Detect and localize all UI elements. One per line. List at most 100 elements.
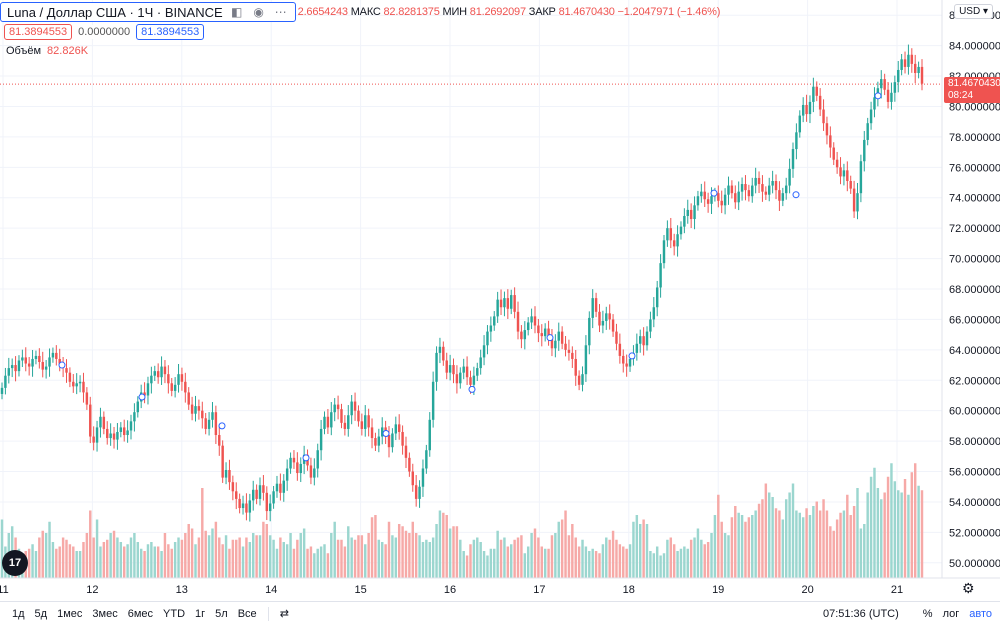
volume-bar [740, 515, 744, 578]
volume-bar [890, 463, 893, 578]
volume-bar [757, 503, 761, 578]
volume-bar [784, 499, 788, 578]
volume-bar [408, 533, 411, 578]
volume-bar [520, 535, 523, 578]
volume-bar [479, 542, 482, 578]
volume-bar [194, 544, 197, 578]
candle-body [187, 392, 190, 405]
more-icon[interactable]: ⋯ [274, 5, 287, 19]
volume-bar [720, 521, 723, 578]
eye-icon[interactable]: ◉ [253, 5, 264, 19]
timeframe-5y[interactable]: 5л [215, 607, 228, 620]
volume-bar [170, 548, 173, 578]
volume-bar [319, 546, 323, 578]
candle-body [601, 320, 605, 326]
currency-button[interactable]: USD ▾ [954, 4, 993, 19]
candle-body [136, 401, 140, 413]
event-marker-icon [382, 430, 390, 437]
candle-body [258, 485, 262, 499]
candle-body [489, 325, 493, 332]
candle-body [72, 381, 75, 387]
volume-bar [313, 553, 316, 578]
volume-bar [323, 544, 326, 578]
candle-body [163, 366, 167, 375]
volume-bar [85, 533, 89, 578]
candle-body [693, 205, 696, 220]
candle-body [499, 299, 503, 308]
candle-body [109, 433, 112, 439]
volume-bar [771, 497, 774, 578]
buy-price-button[interactable]: 81.3894553 [136, 24, 205, 40]
gear-icon[interactable]: ⚙ [962, 580, 975, 596]
volume-bar [812, 506, 815, 578]
timeframe-ytd[interactable]: YTD [163, 607, 186, 620]
candle-body [112, 433, 116, 440]
candle-body [859, 161, 863, 194]
volume-bar [751, 515, 754, 578]
volume-bar [727, 535, 730, 578]
volume-bar [218, 537, 221, 578]
volume-bar [591, 548, 594, 578]
candle-body [530, 316, 533, 323]
candle-body [21, 357, 24, 361]
volume-bar [41, 530, 44, 578]
timeframe-1m[interactable]: 1мес [57, 607, 83, 620]
candle-body [65, 368, 68, 373]
symbol-title[interactable]: Luna / Доллар США · 1Ч · BINANCE [7, 4, 223, 20]
candle-body [696, 196, 700, 206]
volume-bar [404, 530, 408, 578]
volume-bar [835, 519, 839, 578]
volume-bar [251, 533, 255, 578]
clock[interactable]: 07:51:36 (UTC) [822, 607, 899, 620]
timeframe-6m[interactable]: 6мес [127, 607, 154, 620]
volume-bar [693, 537, 696, 578]
volume-bar [700, 539, 703, 578]
candle-body [842, 170, 846, 177]
tradingview-logo-icon[interactable]: 17 [2, 550, 28, 576]
percent-toggle[interactable]: % [922, 607, 933, 620]
y-tick-label: 68.0000000 [949, 284, 1000, 296]
auto-toggle[interactable]: авто [969, 607, 992, 620]
volume-bar [632, 521, 635, 578]
timeframe-all[interactable]: Все [237, 607, 257, 620]
candle-body [747, 190, 751, 197]
candle-body [391, 433, 394, 448]
volume-bar [710, 533, 713, 578]
volume-bar [163, 533, 167, 578]
volume-bar [177, 537, 180, 578]
volume-bar [99, 546, 102, 578]
candle-body [292, 457, 296, 463]
symbol-box[interactable]: Luna / Доллар США · 1Ч · BINANCE ◧ ◉ ⋯ [0, 2, 296, 22]
volume-bar [438, 510, 442, 578]
timeframe-1d[interactable]: 1д [12, 607, 25, 620]
timeframe-3m[interactable]: 3мес [92, 607, 118, 620]
candle-body [387, 435, 391, 448]
candle-body [577, 375, 581, 385]
high-value: 82.8281375 [383, 6, 440, 18]
candle-body [350, 401, 353, 416]
timeframe-5d[interactable]: 5д [34, 607, 48, 620]
candle-body [7, 368, 11, 376]
volume-bar [669, 537, 673, 578]
timeframe-1y[interactable]: 1г [195, 607, 206, 620]
last-price-countdown: 08:24 [948, 90, 974, 102]
candle-body [218, 435, 221, 446]
candle-body [486, 331, 489, 346]
volume-value: 82.826K [47, 45, 89, 57]
volume-bar [61, 537, 65, 578]
hide-icon[interactable]: ◧ [230, 5, 243, 19]
candle-body [377, 436, 381, 446]
candle-body [584, 345, 588, 375]
x-tick-label: 12 [86, 584, 98, 596]
candle-body [442, 346, 445, 361]
candle-body [173, 384, 177, 391]
volume-bar [139, 548, 143, 578]
date-range-icon[interactable]: ⇄ [279, 608, 289, 620]
volume-bar [455, 526, 459, 578]
log-toggle[interactable]: лог [942, 607, 960, 620]
candle-body [761, 184, 764, 192]
sell-price-button[interactable]: 81.3894553 [4, 24, 73, 40]
volume-bar [557, 521, 560, 578]
candle-body [330, 412, 333, 428]
